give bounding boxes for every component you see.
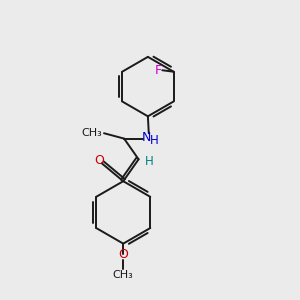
Text: N: N	[142, 130, 151, 144]
Text: O: O	[118, 248, 128, 260]
Text: H: H	[145, 155, 153, 168]
Text: CH₃: CH₃	[113, 270, 134, 280]
Text: O: O	[94, 154, 104, 167]
Text: CH₃: CH₃	[81, 128, 102, 138]
Text: F: F	[155, 64, 162, 77]
Text: H: H	[150, 134, 159, 148]
